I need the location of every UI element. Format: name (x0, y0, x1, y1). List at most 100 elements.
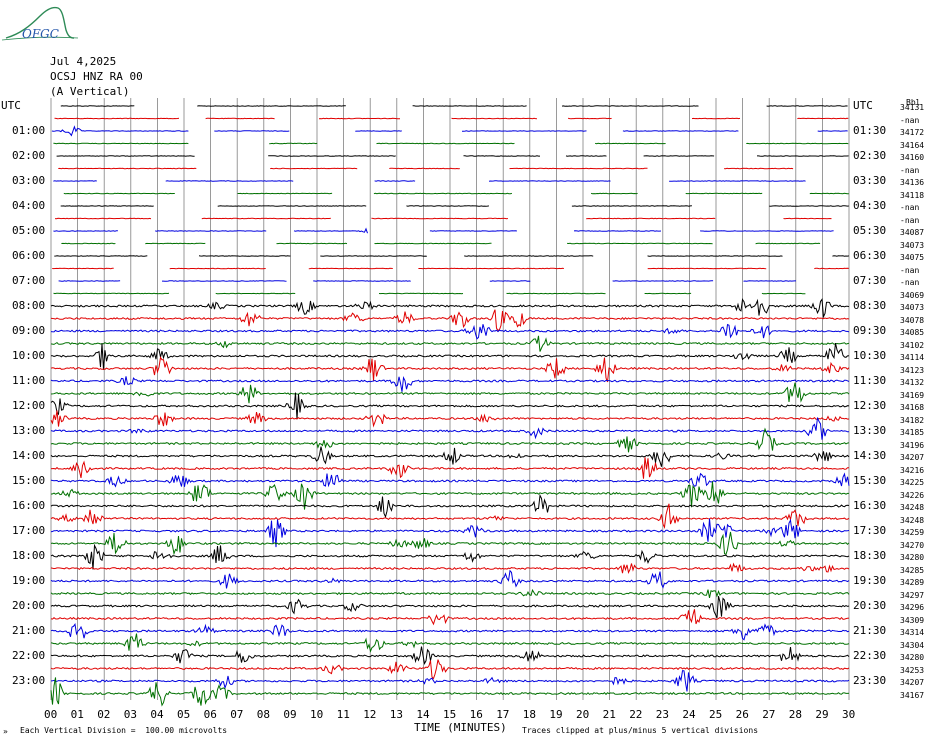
trace-42-segment-0 (50, 623, 850, 641)
trace-40-segment-0 (50, 595, 850, 619)
right-hour-label: 11:30 (853, 374, 887, 387)
trace-30-segment-0 (50, 472, 850, 488)
left-hour-label: UTC (1, 99, 21, 112)
right-hour-label: 13:30 (853, 424, 887, 437)
trace-mean-value: 34132 (900, 378, 925, 387)
trace-47-segment-0 (50, 677, 850, 707)
trace-mean-value: 34123 (900, 365, 925, 375)
trace-23-segment-0 (50, 382, 850, 404)
trace-mean-value: 34118 (900, 190, 925, 200)
x-tick-label: 07 (230, 708, 244, 721)
x-tick-label: 22 (629, 708, 643, 721)
trace-mean-value: 34314 (900, 628, 925, 637)
trace-mean-value: 34167 (900, 690, 925, 700)
trace-mean-value: -nan (900, 215, 920, 225)
x-tick-label: 25 (709, 708, 723, 721)
right-hour-label: 15:30 (853, 474, 887, 487)
trace-mean-value: 34280 (900, 553, 925, 562)
right-hour-label: 06:30 (853, 249, 887, 262)
left-hour-label: 19:00 (12, 574, 46, 587)
trace-mean-value: 34182 (900, 415, 925, 425)
trace-mean-value: 34131 (900, 103, 925, 112)
right-hour-label: 18:30 (853, 549, 887, 562)
left-hour-label: 23:00 (12, 674, 46, 687)
trace-25-segment-0 (50, 410, 850, 428)
x-tick-label: 04 (150, 708, 164, 721)
seismic-traces (50, 105, 850, 707)
right-hour-label: 04:30 (853, 199, 887, 212)
right-hour-label: 05:30 (853, 224, 887, 237)
left-hour-label: 21:00 (12, 624, 46, 637)
x-tick-label: 20 (576, 708, 590, 721)
trace-mean-value: 34248 (900, 503, 925, 512)
trace-mean-value: 34304 (900, 640, 925, 650)
vertical-gridlines (50, 98, 850, 700)
trace-mean-value: 34136 (900, 178, 925, 187)
trace-mean-value: -nan (900, 278, 920, 287)
trace-22-segment-0 (50, 375, 850, 392)
right-hour-label: UTC (853, 99, 873, 112)
trace-21-segment-0 (50, 356, 850, 383)
trace-mean-value: 34078 (900, 315, 925, 325)
trace-mean-value: 34168 (900, 403, 925, 412)
x-tick-label: 06 (203, 708, 217, 721)
left-hour-label: 22:00 (12, 649, 46, 662)
right-hour-label: 19:30 (853, 574, 887, 587)
trace-41-segment-0 (50, 609, 850, 626)
left-hour-label: 12:00 (12, 399, 46, 412)
right-hour-label: 02:30 (853, 149, 887, 162)
trace-37-segment-0 (50, 562, 850, 575)
right-hour-label: 16:30 (853, 499, 887, 512)
left-hour-label: 08:00 (12, 299, 46, 312)
x-tick-label: 01 (70, 708, 84, 721)
trace-mean-value: 34297 (900, 590, 925, 600)
x-tick-label: 30 (842, 708, 856, 721)
trace-mean-value: 34114 (900, 353, 925, 362)
x-tick-label: 26 (735, 708, 749, 721)
x-tick-label: 28 (788, 708, 803, 721)
trace-mean-value: 34185 (900, 428, 925, 437)
right-hour-label: 08:30 (853, 299, 887, 312)
trace-mean-value: 34207 (900, 453, 925, 462)
trace-mean-value: 34196 (900, 440, 925, 450)
x-tick-label: 12 (363, 708, 377, 721)
trace-mean-value: 34225 (900, 478, 925, 487)
plot-date: Jul 4,2025 (50, 55, 117, 68)
left-hour-label: 03:00 (12, 174, 46, 187)
x-tick-label: 15 (443, 708, 457, 721)
trace-mean-value: 34160 (900, 153, 925, 162)
ofgc-logo (1, 6, 79, 41)
right-hour-label: 10:30 (853, 349, 887, 362)
trace-mean-value: 34270 (900, 540, 925, 550)
x-tick-label: 18 (522, 708, 537, 721)
clip-note: Traces clipped at plus/minus 5 vertical … (522, 726, 759, 735)
right-hour-label: 07:30 (853, 274, 887, 287)
left-hour-label: 04:00 (12, 199, 46, 212)
trace-28-segment-0 (50, 446, 850, 467)
x-tick-label: 10 (310, 708, 324, 721)
trace-45-segment-0 (50, 659, 850, 680)
trace-mean-value: 34226 (900, 490, 925, 500)
trace-mean-value: -nan (900, 265, 920, 275)
x-tick-label: 13 (389, 708, 404, 721)
left-hour-label: 15:00 (12, 474, 46, 487)
trace-26-segment-0 (50, 417, 850, 440)
right-hour-label: 03:30 (853, 174, 887, 187)
trace-39-segment-0 (50, 588, 850, 599)
x-tick-label: 21 (602, 708, 616, 721)
trace-mean-value: 34296 (900, 603, 925, 612)
trace-mean-value: 34285 (900, 565, 925, 575)
trace-32-segment-0 (50, 493, 850, 519)
trace-mean-value: 34087 (900, 228, 925, 237)
x-tick-label: 24 (682, 708, 696, 721)
trace-mean-value: 34309 (900, 615, 925, 625)
trace-16-segment-0 (50, 298, 850, 319)
right-hour-label: 20:30 (853, 599, 887, 612)
x-tick-label: 23 (655, 708, 670, 721)
trace-mean-value: -nan (900, 115, 920, 125)
trace-20-segment-0 (51, 342, 850, 370)
trace-mean-value: 34280 (900, 653, 925, 662)
x-tick-label: 17 (496, 708, 510, 721)
left-hour-label: 10:00 (12, 349, 46, 362)
trace-mean-value: 34259 (900, 528, 925, 537)
